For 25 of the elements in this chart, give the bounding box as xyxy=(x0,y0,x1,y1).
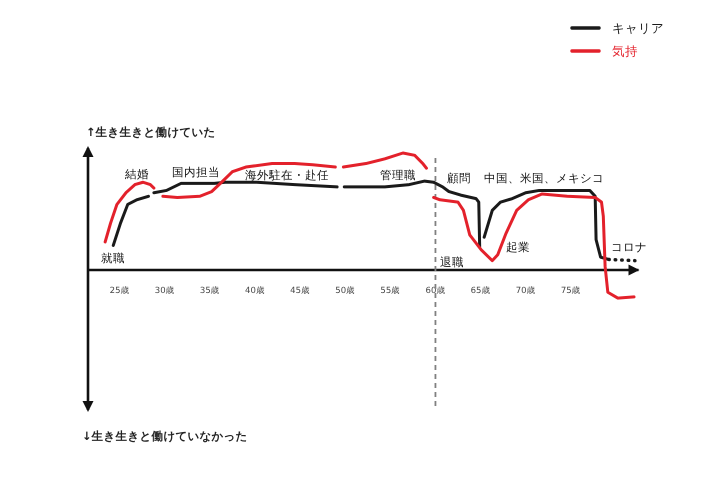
annotation: コロナ xyxy=(611,240,647,254)
legend-label: 気持 xyxy=(612,44,638,58)
annotation: 中国、米国、メキシコ xyxy=(484,171,604,185)
annotation: 就職 xyxy=(101,251,125,265)
text: ↓生き生きと働けていなかった xyxy=(82,429,248,443)
x-tick-label: 65歳 xyxy=(470,285,490,296)
annotation: 起業 xyxy=(506,240,530,254)
x-tick-label: 30歳 xyxy=(154,285,175,296)
x-tick-label: 70歳 xyxy=(516,285,536,296)
annotation: 海外駐在・赴任 xyxy=(245,168,329,182)
x-tick-label: 75歳 xyxy=(560,285,581,296)
x-tick-label: 25歳 xyxy=(110,285,130,296)
annotation: 管理職 xyxy=(380,168,416,182)
annotation: 退職 xyxy=(440,255,464,269)
x-tick-label: 55歳 xyxy=(380,285,400,296)
x-tick-label: 40歳 xyxy=(245,285,265,296)
annotation: 国内担当 xyxy=(172,165,220,179)
x-tick-label: 45歳 xyxy=(290,285,310,296)
legend-label: キャリア xyxy=(612,20,664,36)
annotation: 顧問 xyxy=(447,171,471,185)
annotation: 結婚 xyxy=(124,167,149,181)
x-tick-label: 35歳 xyxy=(200,285,220,296)
x-tick-label: 60歳 xyxy=(426,285,446,296)
x-tick-label: 50歳 xyxy=(335,285,356,296)
text: ↑生き生きと働けていた xyxy=(86,125,216,139)
